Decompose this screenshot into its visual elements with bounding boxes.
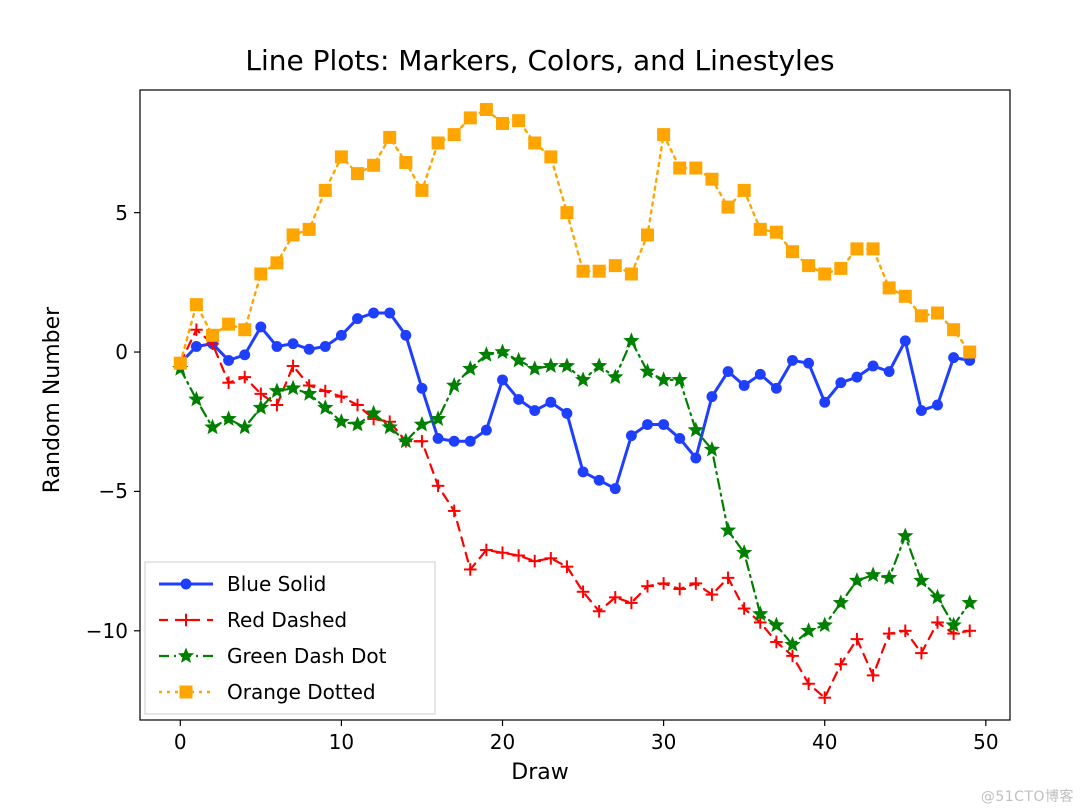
y-tick-label: 5: [115, 201, 128, 225]
y-tick-label: 0: [115, 340, 128, 364]
x-tick-label: 50: [966, 730, 1006, 754]
y-tick-label: −10: [86, 619, 128, 643]
x-tick-label: 40: [805, 730, 845, 754]
watermark-text: @51CTO博客: [981, 786, 1074, 806]
legend-label: Blue Solid: [227, 572, 326, 596]
x-tick-label: 20: [483, 730, 523, 754]
legend-label: Green Dash Dot: [227, 644, 387, 668]
x-tick-label: 10: [321, 730, 361, 754]
x-tick-label: 30: [644, 730, 684, 754]
legend-label: Orange Dotted: [227, 680, 376, 704]
line-chart: Blue Solid Red Dashed Green Dash Dot Orange…: [0, 0, 1080, 810]
legend-label: Red Dashed: [227, 608, 347, 632]
legend: Blue Solid Red Dashed Green Dash Dot Orange…: [145, 562, 435, 714]
y-axis-label: Random Number: [40, 240, 65, 560]
y-tick-label: −5: [99, 479, 128, 503]
x-axis-label: Draw: [0, 760, 1080, 785]
chart-container: Line Plots: Markers, Colors, and Linesty…: [0, 0, 1080, 810]
x-tick-label: 0: [160, 730, 200, 754]
